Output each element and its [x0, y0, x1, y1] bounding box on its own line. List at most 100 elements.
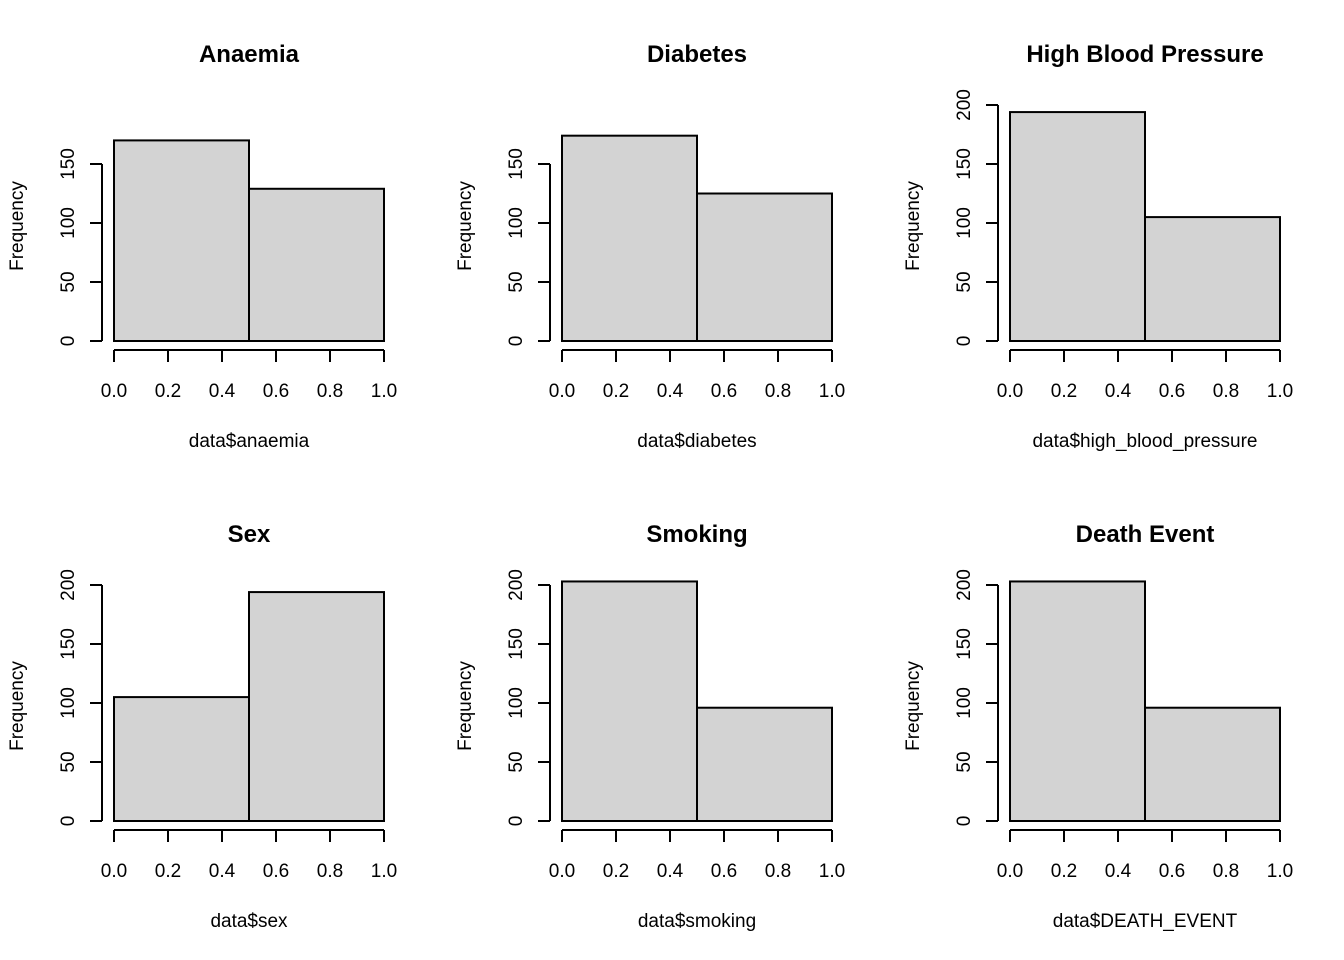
y-tick-label: 150 — [506, 628, 527, 660]
y-axis-label: Frequency — [7, 661, 28, 751]
y-axis-label: Frequency — [455, 181, 476, 271]
y-tick-label: 100 — [58, 687, 79, 719]
x-tick-label: 0.6 — [1159, 861, 1185, 882]
x-tick-label: 0.2 — [1051, 381, 1077, 402]
x-tick-label: 1.0 — [1267, 381, 1293, 402]
y-tick-label: 0 — [954, 816, 975, 827]
y-tick-label: 50 — [954, 751, 975, 772]
x-axis-label: data$DEATH_EVENT — [1053, 911, 1238, 932]
y-axis-label: Frequency — [7, 181, 28, 271]
x-tick-label: 1.0 — [819, 381, 845, 402]
chart-panel: High Blood Pressure 0.0 0.2 0.4 0.6 0.8 1.0 dat… — [903, 41, 1293, 452]
y-tick-label: 100 — [954, 207, 975, 239]
y-tick-label: 0 — [506, 816, 527, 827]
x-axis-label: data$anaemia — [189, 431, 310, 452]
x-tick-label: 0.6 — [711, 381, 737, 402]
x-tick-label: 1.0 — [371, 861, 397, 882]
y-axis-label: Frequency — [903, 661, 924, 751]
y-tick-label: 150 — [58, 628, 79, 660]
histogram-bar — [561, 134, 698, 342]
y-tick-label: 100 — [58, 207, 79, 239]
y-tick-label: 0 — [506, 336, 527, 347]
y-tick-label: 50 — [58, 271, 79, 292]
histogram-bar — [696, 192, 833, 342]
y-tick-label: 0 — [954, 336, 975, 347]
x-axis-label: data$high_blood_pressure — [1032, 431, 1257, 452]
x-tick-label: 0.0 — [997, 861, 1023, 882]
chart-title: Sex — [228, 521, 271, 548]
y-tick-label: 0 — [58, 336, 79, 347]
x-axis-label: data$diabetes — [637, 431, 756, 452]
y-tick-label: 50 — [58, 751, 79, 772]
x-axis-label: data$smoking — [638, 911, 756, 932]
y-tick-label: 200 — [954, 89, 975, 121]
y-tick-label: 100 — [954, 687, 975, 719]
y-tick-label: 100 — [506, 687, 527, 719]
histogram-bar — [113, 139, 250, 342]
y-tick-label: 200 — [58, 569, 79, 601]
x-tick-label: 1.0 — [819, 861, 845, 882]
x-tick-label: 0.6 — [263, 861, 289, 882]
x-tick-label: 0.4 — [657, 861, 684, 882]
y-tick-label: 200 — [954, 569, 975, 601]
histogram-bar — [1144, 216, 1281, 343]
x-tick-label: 0.4 — [209, 381, 236, 402]
y-axis-label: Frequency — [903, 181, 924, 271]
x-tick-label: 0.8 — [1213, 861, 1239, 882]
x-tick-label: 0.8 — [317, 861, 343, 882]
x-tick-label: 0.6 — [263, 381, 289, 402]
chart-panel: Sex 0.0 0.2 0.4 0.6 0.8 1.0 data$sex 0 50 100 150 20… — [7, 521, 397, 932]
x-tick-label: 0.0 — [101, 861, 127, 882]
chart-title: Death Event — [1076, 521, 1215, 548]
x-tick-label: 0.0 — [101, 381, 127, 402]
x-tick-label: 0.2 — [155, 381, 181, 402]
y-tick-label: 0 — [58, 816, 79, 827]
y-tick-label: 150 — [58, 148, 79, 180]
histogram-bar — [248, 591, 385, 823]
histogram-bar — [561, 580, 698, 823]
y-tick-label: 50 — [506, 271, 527, 292]
histogram-bar — [248, 187, 385, 342]
x-tick-label: 0.0 — [997, 381, 1023, 402]
chart-panel: Anaemia 0.0 0.2 0.4 0.6 0.8 1.0 data$anaemia 0 50… — [7, 41, 397, 452]
y-tick-label: 150 — [954, 148, 975, 180]
chart-panel: Diabetes 0.0 0.2 0.4 0.6 0.8 1.0 data$diabetes 0… — [455, 41, 845, 452]
y-tick-label: 100 — [506, 207, 527, 239]
x-tick-label: 0.0 — [549, 381, 575, 402]
chart-panel: Death Event 0.0 0.2 0.4 0.6 0.8 1.0 data$DEATH_… — [903, 521, 1293, 932]
histogram-bar — [113, 696, 250, 822]
y-tick-label: 50 — [954, 271, 975, 292]
x-tick-label: 0.2 — [603, 381, 629, 402]
histogram-bar — [1009, 580, 1146, 823]
chart-panel: Smoking 0.0 0.2 0.4 0.6 0.8 1.0 data$smoking 0 50… — [455, 521, 845, 932]
chart-title: Anaemia — [199, 41, 300, 68]
x-tick-label: 0.2 — [1051, 861, 1077, 882]
chart-title: High Blood Pressure — [1026, 41, 1263, 68]
x-tick-label: 0.4 — [209, 861, 236, 882]
chart-title: Diabetes — [647, 41, 747, 68]
chart-title: Smoking — [646, 521, 747, 548]
x-tick-label: 0.2 — [155, 861, 181, 882]
x-tick-label: 0.6 — [711, 861, 737, 882]
x-tick-label: 1.0 — [1267, 861, 1293, 882]
y-tick-label: 150 — [506, 148, 527, 180]
x-tick-label: 0.8 — [317, 381, 343, 402]
x-axis-label: data$sex — [210, 911, 288, 932]
x-tick-label: 0.0 — [549, 861, 575, 882]
x-tick-label: 0.4 — [1105, 381, 1132, 402]
x-tick-label: 0.8 — [1213, 381, 1239, 402]
x-tick-label: 0.8 — [765, 861, 791, 882]
histogram-bar — [696, 706, 833, 822]
y-tick-label: 200 — [506, 569, 527, 601]
histogram-bar — [1144, 706, 1281, 822]
y-tick-label: 50 — [506, 751, 527, 772]
x-tick-label: 0.4 — [657, 381, 684, 402]
x-tick-label: 1.0 — [371, 381, 397, 402]
y-axis-label: Frequency — [455, 661, 476, 751]
histogram-bar — [1009, 111, 1146, 342]
x-tick-label: 0.8 — [765, 381, 791, 402]
x-tick-label: 0.2 — [603, 861, 629, 882]
x-tick-label: 0.4 — [1105, 861, 1132, 882]
y-tick-label: 150 — [954, 628, 975, 660]
